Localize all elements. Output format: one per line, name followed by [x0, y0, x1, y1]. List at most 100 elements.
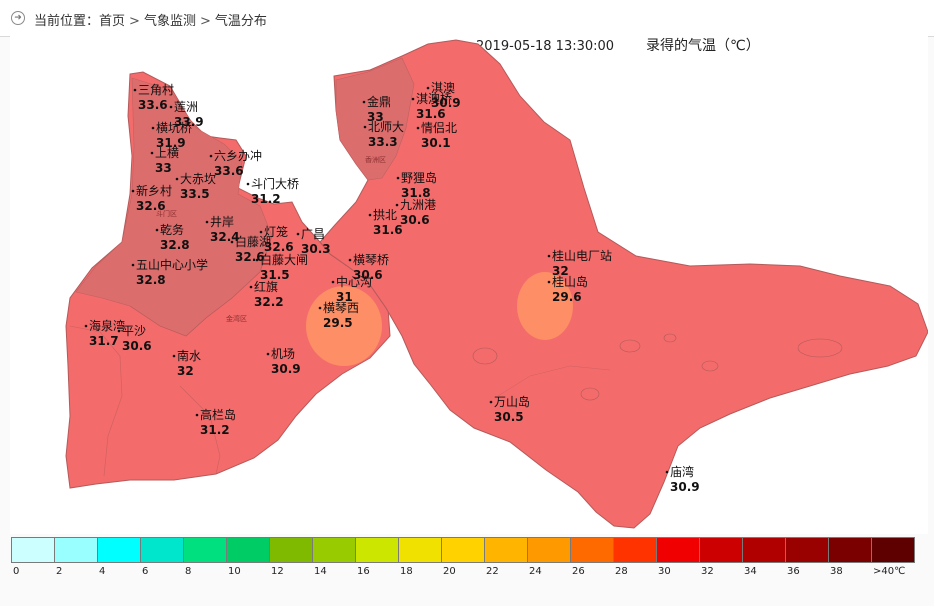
station-dot: [331, 280, 335, 284]
station-name: 桂山岛: [552, 274, 588, 289]
legend-swatch: [742, 537, 786, 563]
breadcrumb-prefix: 当前位置：: [34, 14, 100, 29]
station-temperature: 33: [367, 110, 384, 124]
station-name: 红旗: [254, 279, 278, 294]
station-dot: [368, 213, 372, 217]
station-dot: [396, 176, 400, 180]
station-temperature: 33.5: [180, 187, 210, 201]
breadcrumb-home[interactable]: 首页: [99, 14, 126, 29]
station-dot: [249, 285, 253, 289]
station-dot: [395, 203, 399, 207]
station-name: 拱北: [373, 208, 397, 222]
station-dot: [547, 280, 551, 284]
station-temperature: 31.6: [416, 107, 446, 121]
legend-label: 32: [701, 566, 714, 577]
station-dot: [348, 258, 352, 262]
legend-swatch: [355, 537, 399, 563]
station-name: 斗门大桥: [251, 176, 299, 191]
station-temperature: 33.9: [174, 115, 204, 129]
station-dot: [665, 470, 669, 474]
legend-label: 4: [99, 566, 106, 577]
station-name: 广昌: [301, 227, 325, 241]
station-name: 横坑桥: [156, 120, 192, 135]
legend-swatch: [54, 537, 98, 563]
breadcrumb-weather-monitoring[interactable]: 气象监测: [143, 14, 196, 29]
station-temperature: 31.7: [89, 334, 119, 348]
station-temperature: 32.4: [210, 230, 240, 244]
station-dot: [117, 329, 121, 333]
legend-swatch: [828, 537, 872, 563]
station-name: 高栏岛: [200, 407, 236, 422]
legend-label: 8: [185, 566, 192, 577]
legend-label: 14: [314, 566, 327, 577]
station-name: 井岸: [210, 215, 234, 229]
legend-swatch: [785, 537, 829, 563]
station-name: 横琴西: [323, 301, 359, 315]
station-name: 机场: [271, 347, 295, 361]
legend-swatch: [11, 537, 55, 563]
station-name: 南水: [177, 348, 201, 363]
breadcrumb-temperature-distribution[interactable]: 气温分布: [214, 14, 267, 29]
station-dot: [151, 126, 155, 130]
station-dot: [131, 189, 135, 193]
station-temperature: 33.3: [368, 135, 398, 149]
island: [663, 333, 677, 343]
station-name: 万山岛: [494, 394, 530, 409]
legend-label: 20: [443, 566, 456, 577]
station-name: 横琴桥: [353, 253, 389, 267]
district-boundary: [497, 365, 611, 397]
station-dot: [209, 154, 213, 158]
station-name: 淇澳桥: [416, 92, 452, 106]
legend-label: 30: [658, 566, 671, 577]
cool-zone-guishan: [517, 272, 573, 340]
district-label: 斗门区: [156, 209, 177, 218]
island: [701, 360, 719, 372]
map-timestamp: 2019-05-18 13:30:00: [476, 39, 614, 54]
station-dot: [362, 100, 366, 104]
station-dot: [416, 126, 420, 130]
station-temperature: 31.2: [251, 192, 281, 206]
station-dot: [255, 258, 259, 262]
station-dot: [363, 125, 367, 129]
station-temperature: 30.9: [271, 362, 301, 376]
xiangzhou-zone-shape: [335, 57, 415, 181]
station-temperature: 30.9: [670, 480, 700, 494]
station-dot: [230, 240, 234, 244]
legend-swatch: [398, 537, 442, 563]
station-temperature: 33.6: [138, 98, 168, 112]
station-dot: [426, 86, 430, 90]
station-name: 情侣北: [421, 120, 457, 135]
station-temperature: 31.9: [156, 136, 186, 150]
station-name: 六乡办冲: [214, 148, 262, 163]
legend-swatch: [613, 537, 657, 563]
station-dot: [205, 220, 209, 224]
legend-label: 18: [400, 566, 413, 577]
legend-label: 0: [13, 566, 20, 577]
legend-swatch: [97, 537, 141, 563]
station-temperature: 32.6: [264, 240, 294, 254]
district-boundary: [179, 385, 221, 475]
station-name: 白藤湖: [235, 234, 271, 249]
station-temperature: 31.2: [200, 423, 230, 437]
district-boundary: [129, 235, 273, 337]
station-temperature: 30.9: [431, 96, 461, 110]
legend-swatch: [699, 537, 743, 563]
station-name: 乾务: [160, 222, 184, 237]
station-name: 白藤大闸: [260, 252, 308, 267]
station-temperature: 30.5: [494, 410, 524, 424]
map-canvas: 2019-05-18 13:30:00 录得的气温（℃） 香洲区 斗门区: [65, 37, 929, 529]
arrow-circle-icon: ➜: [11, 11, 25, 25]
station-name: 中心沟: [336, 274, 372, 289]
station-temperature: 31.6: [373, 223, 403, 237]
station-dot: [84, 324, 88, 328]
station-name: 北师大: [368, 120, 404, 134]
station-name: 桂山电厂站: [552, 248, 612, 263]
legend-label: 38: [830, 566, 843, 577]
station-dot: [318, 306, 322, 310]
legend-label: 2: [56, 566, 63, 577]
legend-swatch: [183, 537, 227, 563]
station-temperature: 33.6: [214, 164, 244, 178]
station-name: 新乡村: [136, 183, 172, 198]
legend-label: 22: [486, 566, 499, 577]
